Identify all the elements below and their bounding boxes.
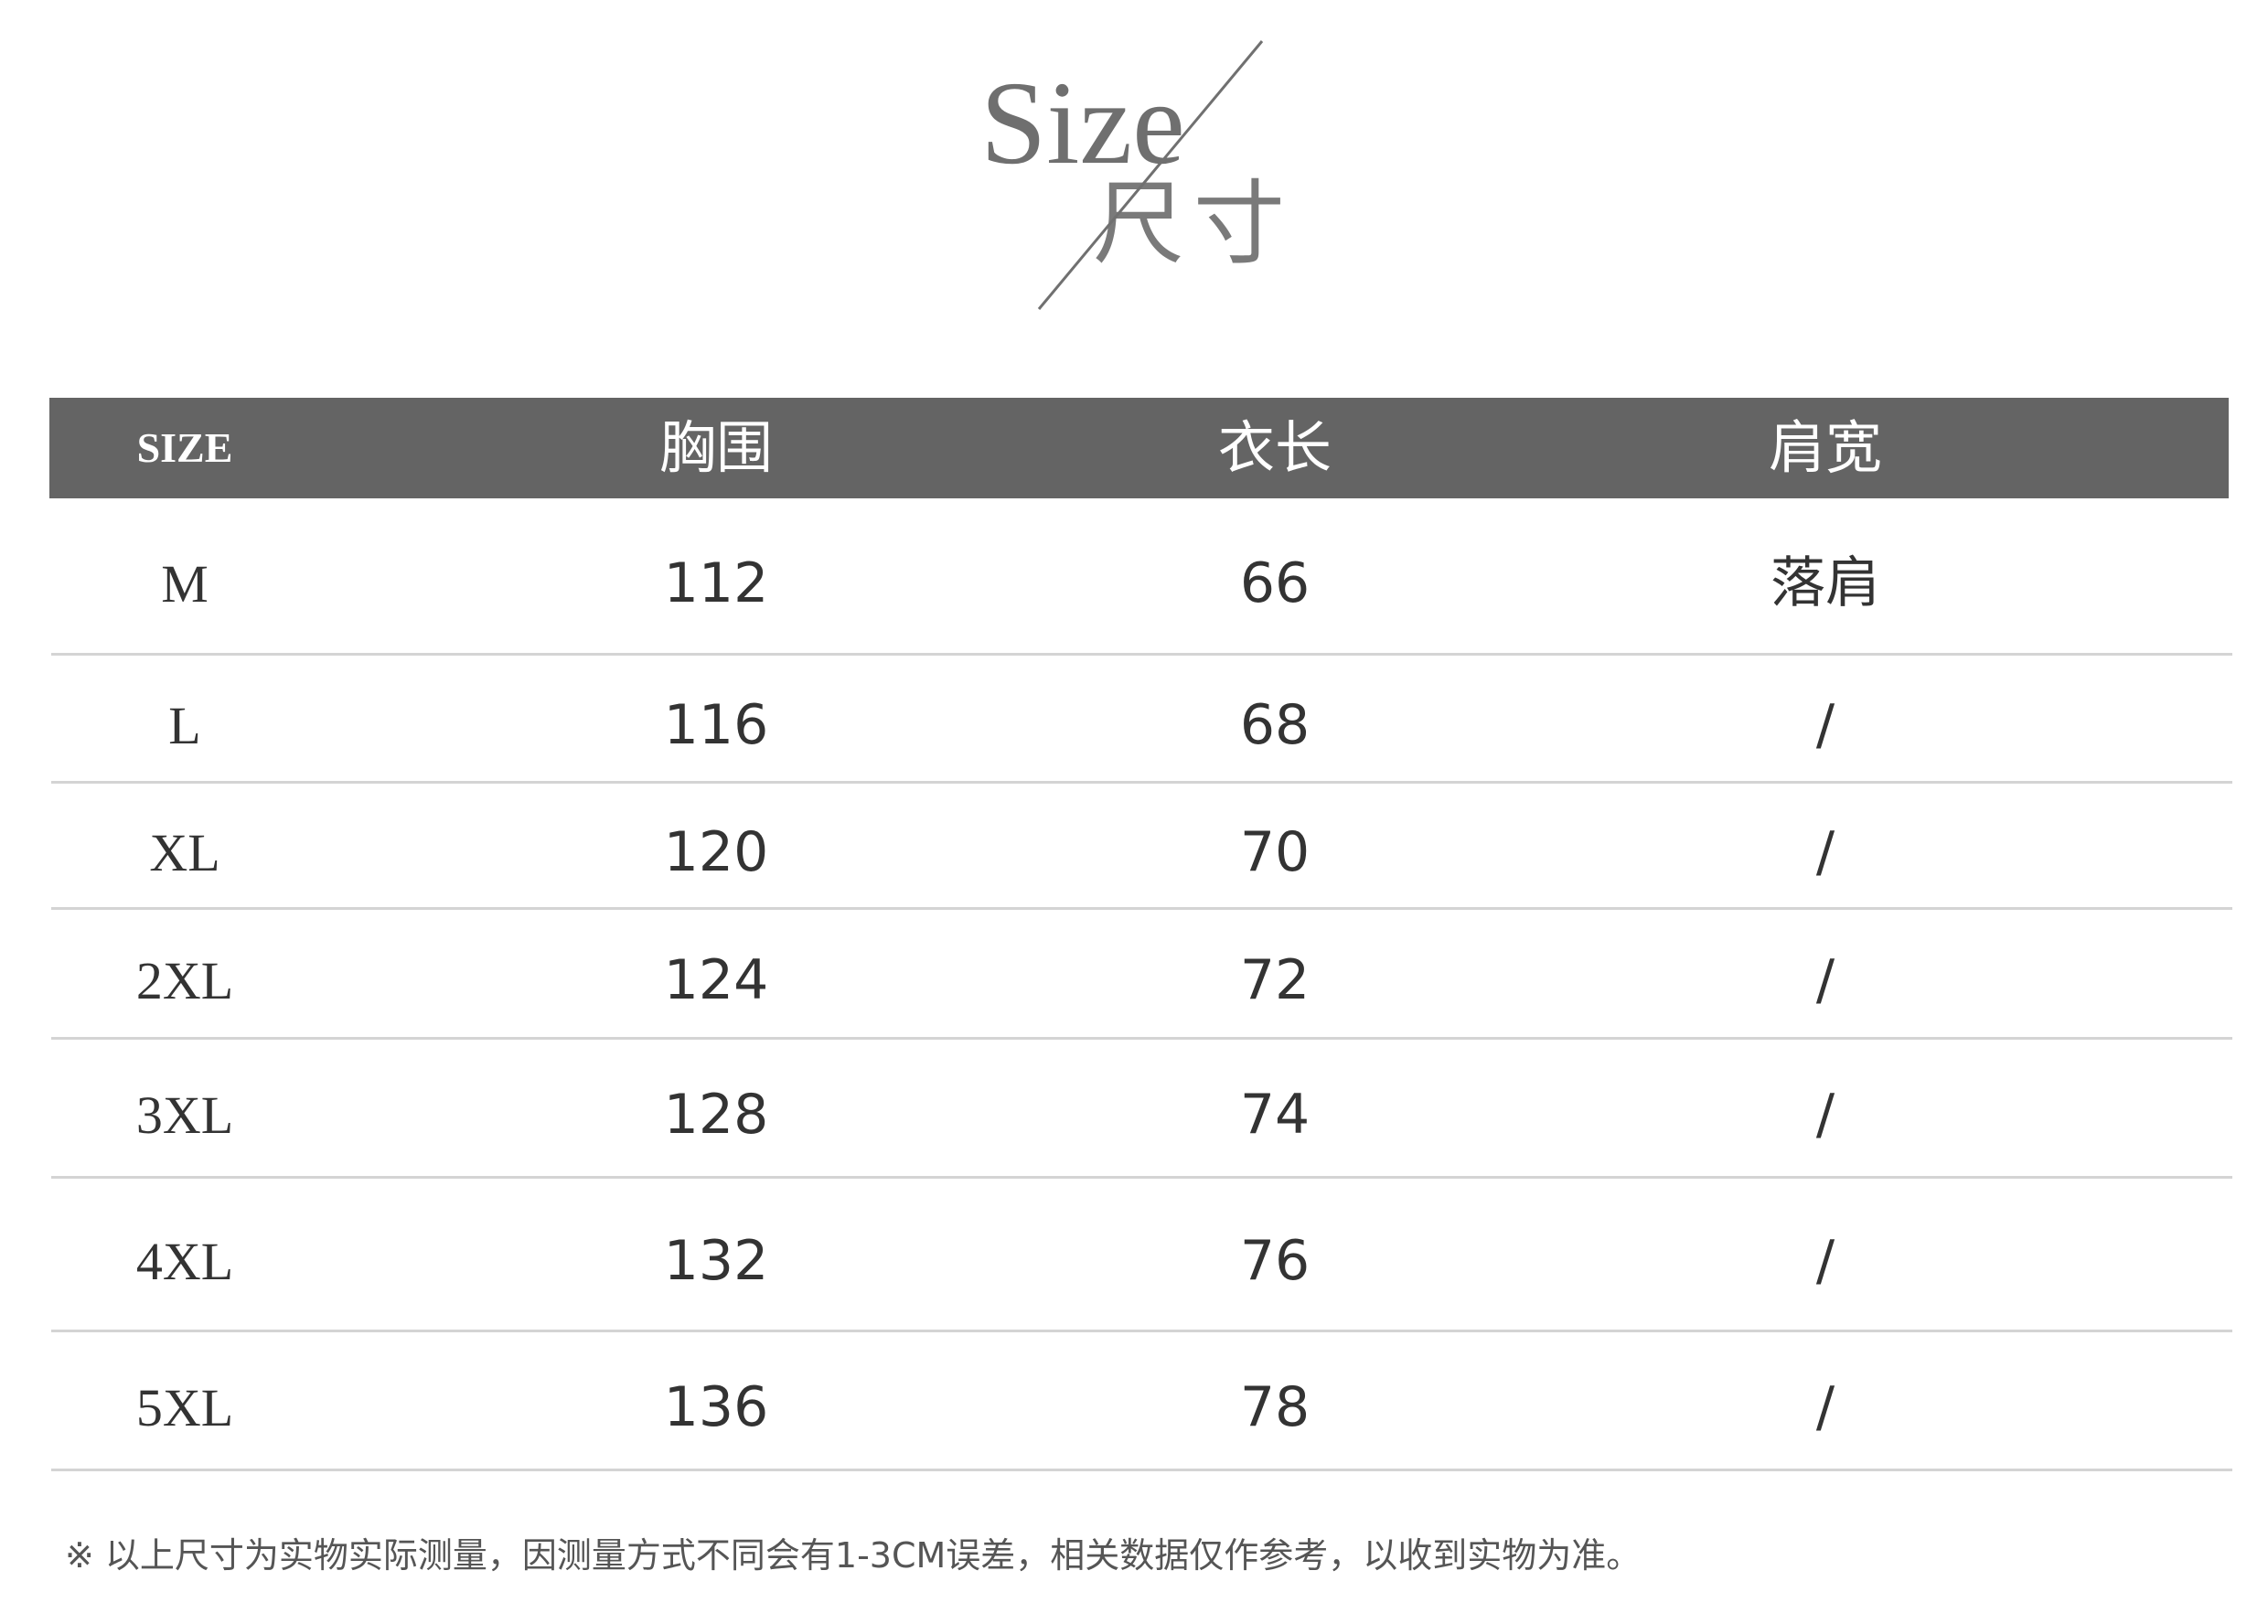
cell-size: M	[161, 554, 209, 614]
cell-chest: 120	[663, 820, 769, 884]
cell-chest: 136	[663, 1375, 769, 1439]
title-chinese: 尺寸	[1093, 170, 1294, 277]
table-row: 3XL 128 74 /	[51, 1042, 2232, 1179]
title-slash-decoration	[1037, 40, 1264, 310]
cell-shoulder: /	[1815, 820, 1835, 884]
cell-size: L	[168, 696, 201, 755]
cell-shoulder: /	[1815, 1375, 1835, 1439]
header-size: SIZE	[136, 424, 233, 471]
cell-size: 5XL	[135, 1378, 234, 1437]
table-row: 2XL 124 72 /	[51, 913, 2232, 1040]
table-header: SIZE 胸围 衣长 肩宽	[49, 398, 2229, 498]
table-row: 5XL 136 78 /	[51, 1335, 2232, 1471]
header-length: 衣长	[1217, 414, 1332, 481]
row-divider	[51, 1037, 2232, 1040]
row-divider	[51, 653, 2232, 656]
cell-length: 68	[1239, 693, 1311, 757]
table-row: M 112 66 落肩	[51, 512, 2232, 656]
row-divider	[51, 907, 2232, 910]
row-divider	[51, 781, 2232, 784]
table-row: L 116 68 /	[51, 658, 2232, 784]
footnote: ※ 以上尺寸为实物实际测量，因测量方式不同会有1-3CM误差，相关数据仅作参考，…	[65, 1535, 1642, 1576]
cell-size: 3XL	[135, 1085, 234, 1145]
cell-shoulder: /	[1815, 1083, 1835, 1147]
cell-length: 70	[1239, 820, 1311, 884]
cell-chest: 132	[663, 1229, 769, 1293]
cell-shoulder: 落肩	[1771, 551, 1880, 615]
cell-length: 74	[1239, 1083, 1311, 1147]
cell-chest: 112	[663, 551, 769, 615]
header-chest: 胸围	[658, 414, 774, 481]
title-english: Size	[980, 58, 1185, 189]
header-shoulder: 肩宽	[1768, 414, 1883, 481]
cell-shoulder: /	[1815, 1229, 1835, 1293]
row-divider	[51, 1176, 2232, 1179]
cell-length: 72	[1239, 948, 1311, 1012]
cell-length: 66	[1239, 551, 1311, 615]
cell-size: 2XL	[135, 951, 234, 1010]
cell-chest: 124	[663, 948, 769, 1012]
table-row: XL 120 70 /	[51, 786, 2232, 910]
cell-length: 76	[1239, 1229, 1311, 1293]
cell-shoulder: /	[1815, 693, 1835, 757]
cell-chest: 128	[663, 1083, 769, 1147]
table-row: 4XL 132 76 /	[51, 1181, 2232, 1332]
cell-chest: 116	[663, 693, 769, 757]
cell-shoulder: /	[1815, 948, 1835, 1012]
row-divider	[51, 1330, 2232, 1332]
cell-size: XL	[149, 823, 220, 882]
cell-length: 78	[1239, 1375, 1311, 1439]
cell-size: 4XL	[135, 1232, 234, 1291]
row-divider	[51, 1469, 2232, 1471]
